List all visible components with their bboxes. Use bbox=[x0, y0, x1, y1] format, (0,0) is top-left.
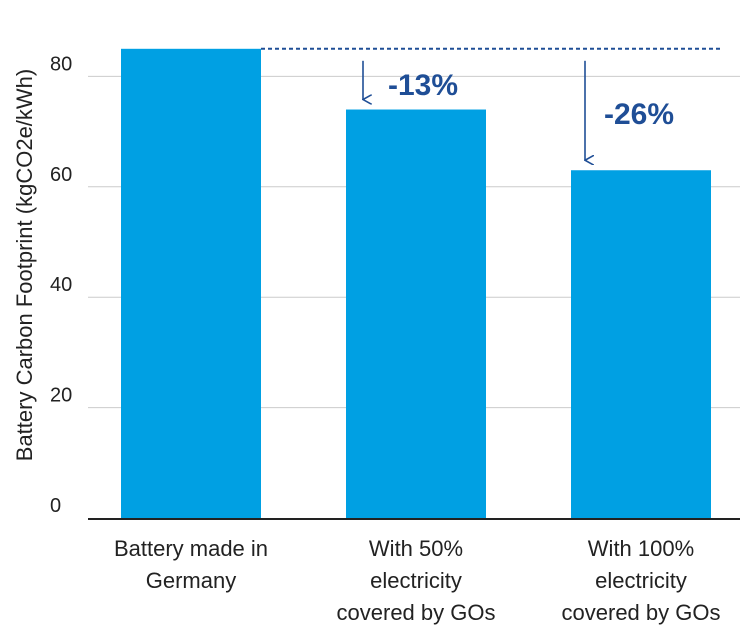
y-tick-label: 40 bbox=[50, 274, 72, 296]
y-tick-label: 0 bbox=[50, 495, 61, 517]
x-category-label: With 50% electricity covered by GOs bbox=[337, 536, 496, 625]
bar-3 bbox=[571, 170, 711, 519]
reduction-annotation: -13% bbox=[388, 69, 458, 102]
x-category-label-line: With 100% bbox=[588, 536, 694, 561]
x-category-label: Battery made in Germany bbox=[114, 536, 268, 593]
bars bbox=[121, 48, 711, 519]
x-category-label-line: Germany bbox=[146, 568, 236, 593]
annotations: -13% -26% bbox=[261, 47, 722, 160]
y-axis-label: Battery Carbon Footprint (kgCO2e/kWh) bbox=[12, 69, 37, 461]
bar-2 bbox=[346, 109, 486, 519]
bar-1 bbox=[121, 48, 261, 519]
x-category-label-line: Battery made in bbox=[114, 536, 268, 561]
x-category-label-line: covered by GOs bbox=[337, 600, 496, 625]
x-category-label-line: electricity bbox=[370, 568, 462, 593]
x-category-label-line: covered by GOs bbox=[562, 600, 721, 625]
x-category-label-line: electricity bbox=[595, 568, 687, 593]
reduction-annotation: -26% bbox=[604, 98, 674, 131]
axes: 0 20 40 60 80 Battery made in Germany With 50% e… bbox=[50, 53, 740, 625]
y-tick-label: 20 bbox=[50, 385, 72, 407]
y-tick-label: 80 bbox=[50, 53, 72, 75]
x-category-label-line: With 50% bbox=[369, 536, 463, 561]
x-category-label: With 100% electricity covered by GOs bbox=[562, 536, 721, 625]
y-tick-label: 60 bbox=[50, 164, 72, 186]
